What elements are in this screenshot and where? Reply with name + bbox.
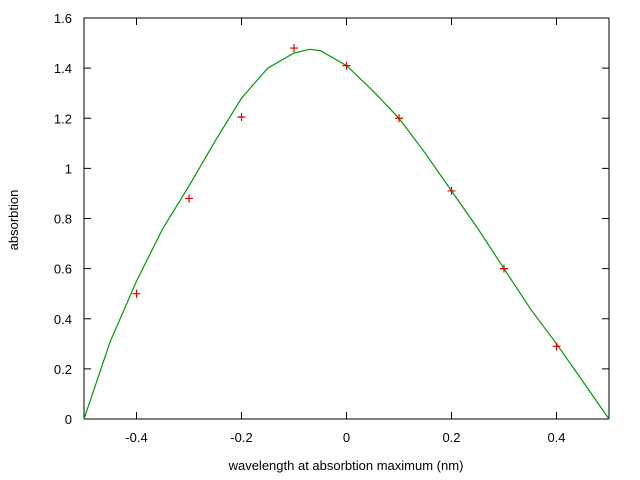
y-tick-label: 0.6 xyxy=(54,262,72,277)
data-point xyxy=(500,264,508,273)
y-tick-label: 1.6 xyxy=(54,11,72,26)
x-tick-label: 0.2 xyxy=(442,430,460,445)
y-tick-label: 1.2 xyxy=(54,111,72,126)
data-point xyxy=(290,44,298,53)
fit-curve-group xyxy=(83,48,610,420)
y-tick-label: 1.4 xyxy=(54,61,72,76)
y-tick-label: 0.2 xyxy=(54,362,72,377)
x-tick-label: 0.4 xyxy=(547,430,565,445)
axis-ticks xyxy=(84,17,609,420)
plot-frame xyxy=(83,17,610,420)
data-points-group xyxy=(132,44,561,351)
fit-curve xyxy=(83,48,610,420)
x-tick-label: -0.2 xyxy=(230,430,252,445)
axis-tick-labels: -0.4 -0.2 0 0.2 0.4 0 0.2 0.4 0.6 0.8 1 1.2 1.4 1.6 xyxy=(54,11,566,445)
data-point xyxy=(395,114,403,123)
data-point xyxy=(237,112,246,121)
y-tick-label: 0 xyxy=(65,412,72,427)
y-tick-label: 0.8 xyxy=(54,212,72,227)
data-point xyxy=(185,194,193,203)
x-tick-label: 0 xyxy=(343,430,350,445)
y-tick-label: 1 xyxy=(65,161,72,176)
data-point xyxy=(132,289,141,298)
x-tick-label: -0.4 xyxy=(125,430,147,445)
data-point xyxy=(552,342,561,351)
data-point xyxy=(342,61,351,70)
y-axis-label: absorbtion xyxy=(6,190,21,251)
data-point xyxy=(447,186,456,195)
x-axis-label: wavelength at absorbtion maximum (nm) xyxy=(228,458,464,473)
y-tick-label: 0.4 xyxy=(54,312,72,327)
